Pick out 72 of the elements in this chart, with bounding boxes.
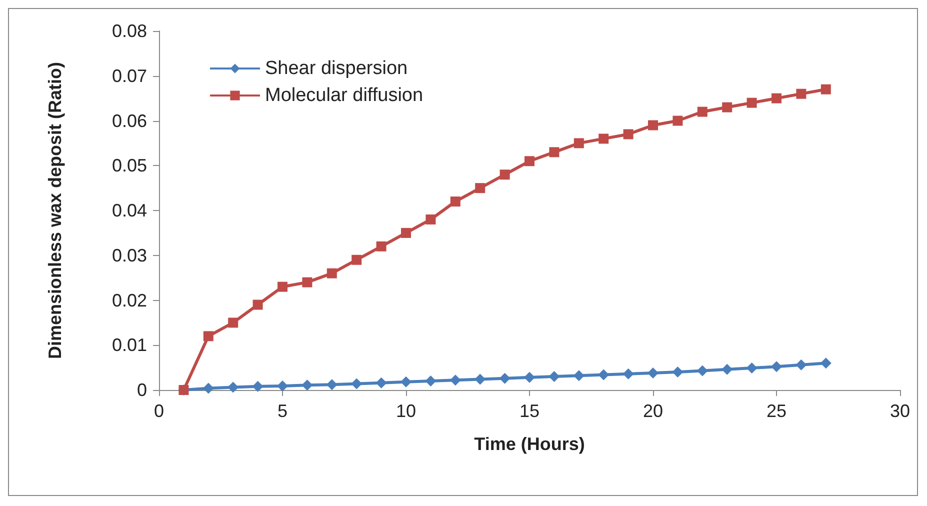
x-tick-label: 5 [277,401,288,421]
point [771,361,782,372]
y-tick-label: 0.06 [112,110,147,131]
point [696,365,708,376]
x-tick-label: 0 [154,401,164,421]
point [302,277,312,288]
point [598,369,610,380]
legend-label: Shear dispersion [265,58,408,79]
y-tick-label: 0 [136,380,147,400]
legend-label: Molecular diffusion [265,85,424,106]
point [623,129,634,140]
point [450,374,461,386]
point [672,366,684,378]
y-axis-title: Dimensionless wax deposit (Ratio) [45,62,65,360]
y-tick-label: 0.07 [112,66,147,86]
point [475,183,486,194]
y-tick-label: 0.08 [112,21,147,41]
point [228,318,238,328]
point [252,380,264,392]
y-tick-label: 0.05 [112,156,147,176]
point [376,241,386,252]
y-tick-label: 0.01 [112,335,147,356]
point [722,102,732,112]
point [326,379,338,390]
point [474,374,486,385]
point [672,116,683,126]
x-tick-label: 30 [890,401,910,421]
point [302,380,313,391]
x-axis-title: Time (Hours) [474,434,585,454]
point [772,93,782,104]
point [500,170,510,180]
y-tick-label: 0.02 [112,290,147,310]
point [524,372,535,383]
point [277,380,288,392]
point [450,196,460,207]
point [228,382,239,393]
point [426,214,436,224]
point [351,378,362,390]
point [376,377,387,388]
point [202,382,214,394]
x-tick-label: 20 [642,401,664,421]
x-tick-label: 25 [766,401,787,421]
y-tick-label: 0.04 [112,200,147,220]
point [203,331,214,342]
y-tick-label: 0.03 [112,245,147,266]
point [796,88,806,99]
point [746,98,757,108]
point [722,364,733,375]
point [524,156,534,166]
point [574,138,584,148]
point [622,368,634,380]
point [425,376,436,387]
point [352,254,362,265]
point [549,147,560,158]
point [746,362,758,374]
point [548,371,560,382]
point [401,228,411,238]
point [278,282,288,292]
point [820,358,832,369]
point [598,134,609,144]
point [697,106,708,117]
point [252,300,263,310]
point [499,372,510,384]
point [400,376,412,388]
point [796,359,807,370]
x-tick-label: 10 [396,401,416,421]
point [326,268,337,278]
point [648,120,658,130]
point [648,367,658,378]
point [820,84,831,94]
point [573,370,584,382]
x-tick-label: 15 [519,401,540,421]
